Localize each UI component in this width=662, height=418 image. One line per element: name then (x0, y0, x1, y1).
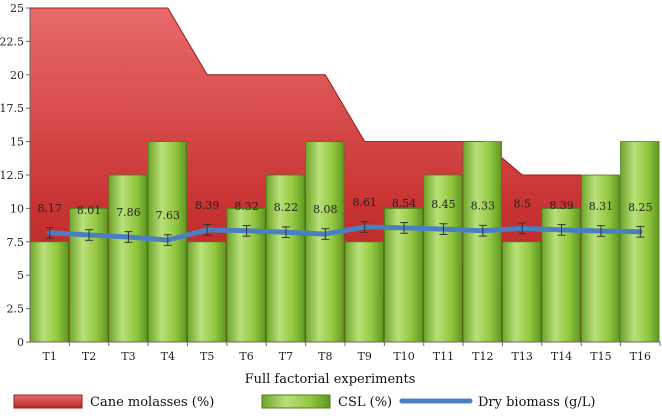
x-tick-label-t2: T2 (82, 350, 96, 363)
error-bar-t16 (636, 225, 645, 238)
data-label-t6: 8.32 (234, 200, 259, 213)
error-bar-t10 (400, 222, 409, 234)
x-tick-label-t4: T4 (161, 350, 175, 363)
x-tick-label-t5: T5 (200, 350, 214, 363)
error-bar-t4 (163, 234, 172, 246)
data-label-t12: 8.33 (471, 200, 496, 213)
x-tick-label-t11: T11 (433, 350, 454, 363)
y-tick-label: 7.5 (7, 236, 25, 249)
x-tick-label-t8: T8 (318, 350, 332, 363)
csl-bar-t7 (265, 174, 306, 343)
csl-bar-t11 (423, 174, 463, 343)
csl-bar-layer (29, 141, 660, 343)
x-tick-label-t1: T1 (43, 350, 57, 363)
legend-label: Cane molasses (%) (90, 395, 214, 410)
data-label-t15: 8.31 (589, 200, 614, 213)
data-label-t5: 8.39 (195, 199, 220, 212)
data-label-t2: 8.01 (77, 204, 102, 217)
csl-bar-t5 (187, 241, 227, 343)
y-tick-label: 10 (10, 202, 24, 215)
legend-label: CSL (%) (338, 395, 392, 410)
x-tick-label-t13: T13 (512, 350, 533, 363)
y-tick-label: 2.5 (7, 303, 25, 316)
error-bar-t12 (478, 224, 487, 237)
data-label-t13: 8.5 (513, 197, 531, 210)
x-tick-label-t14: T14 (551, 350, 572, 363)
legend-item-3: Dry biomass (g/L) (399, 395, 595, 410)
y-tick-label: 20 (10, 69, 24, 82)
y-tick-label: 5 (17, 269, 24, 282)
x-tick-label-t9: T9 (358, 350, 372, 363)
legend-label: Dry biomass (g/L) (478, 395, 595, 410)
x-tick-label-t12: T12 (472, 350, 493, 363)
error-bar-t5 (203, 224, 212, 236)
y-tick-label: 12.5 (0, 169, 24, 182)
error-bar-t7 (281, 226, 290, 239)
csl-bar-t9 (344, 241, 384, 343)
error-bar-t6 (242, 225, 251, 237)
csl-bar-t13 (502, 241, 542, 343)
legend-item-2: CSL (%) (261, 394, 392, 410)
y-tick-label: 22.5 (0, 35, 24, 48)
csl-bar-t12 (462, 141, 502, 343)
legend-swatch-cane-molasses (13, 394, 83, 409)
error-bar-t15 (596, 225, 605, 237)
error-bar-t3 (124, 231, 133, 243)
y-tick-label: 17.5 (0, 102, 24, 115)
error-bar-t13 (518, 222, 527, 235)
x-axis-title: Full factorial experiments (245, 372, 416, 387)
csl-bar-t2 (69, 207, 109, 343)
x-tick-label-t10: T10 (393, 350, 414, 363)
data-label-t4: 7.63 (156, 209, 181, 222)
data-label-t8: 8.08 (313, 203, 338, 216)
csl-bar-t15 (580, 174, 621, 343)
x-tick-label-t7: T7 (279, 350, 293, 363)
y-tick-label: 15 (10, 136, 24, 149)
data-label-t14: 8.39 (549, 199, 574, 212)
data-label-t3: 7.86 (116, 206, 141, 219)
x-tick-label-t16: T16 (630, 350, 651, 363)
data-label-t16: 8.25 (628, 201, 653, 214)
data-label-t1: 8.17 (37, 202, 62, 215)
error-bar-t9 (360, 221, 369, 233)
csl-bar-t8 (305, 141, 345, 343)
axis-layer: 0 2.5 5 7.5 10 12.5 15 17.5 20 22.5 25 T1 T2 T3 T4 T5 T6… (0, 2, 661, 363)
y-tick-label: 25 (10, 2, 24, 15)
x-tick-label-t3: T3 (121, 350, 135, 363)
data-label-t10: 8.54 (392, 197, 417, 210)
csl-bar-t1 (29, 241, 69, 343)
y-tick-label: 0 (17, 336, 24, 349)
csl-bar-t16 (620, 141, 660, 343)
legend-swatch-csl (261, 394, 331, 409)
dry-biomass-line-layer (45, 221, 645, 246)
data-label-t7: 8.22 (274, 201, 299, 214)
error-bar-t14 (557, 224, 566, 236)
x-tick-label-t6: T6 (239, 350, 253, 363)
error-bar-t8 (321, 228, 330, 240)
dry-biomass-line (47, 224, 643, 243)
legend: Cane molasses (%) CSL (%) Dry biomass (g/L… (13, 394, 595, 410)
data-label-t11: 8.45 (431, 198, 456, 211)
error-bar-t2 (85, 229, 94, 241)
error-bar-t1 (45, 227, 54, 239)
legend-item-1: Cane molasses (%) (13, 394, 214, 410)
data-label-layer: 8.17 8.01 7.86 7.63 8.39 8.32 8.22 8.08 8.61 8.54… (37, 196, 652, 222)
csl-bar-t3 (108, 174, 148, 343)
x-tick-label-t15: T15 (590, 350, 611, 363)
error-bar-t11 (439, 223, 448, 235)
data-label-t9: 8.61 (352, 196, 377, 209)
